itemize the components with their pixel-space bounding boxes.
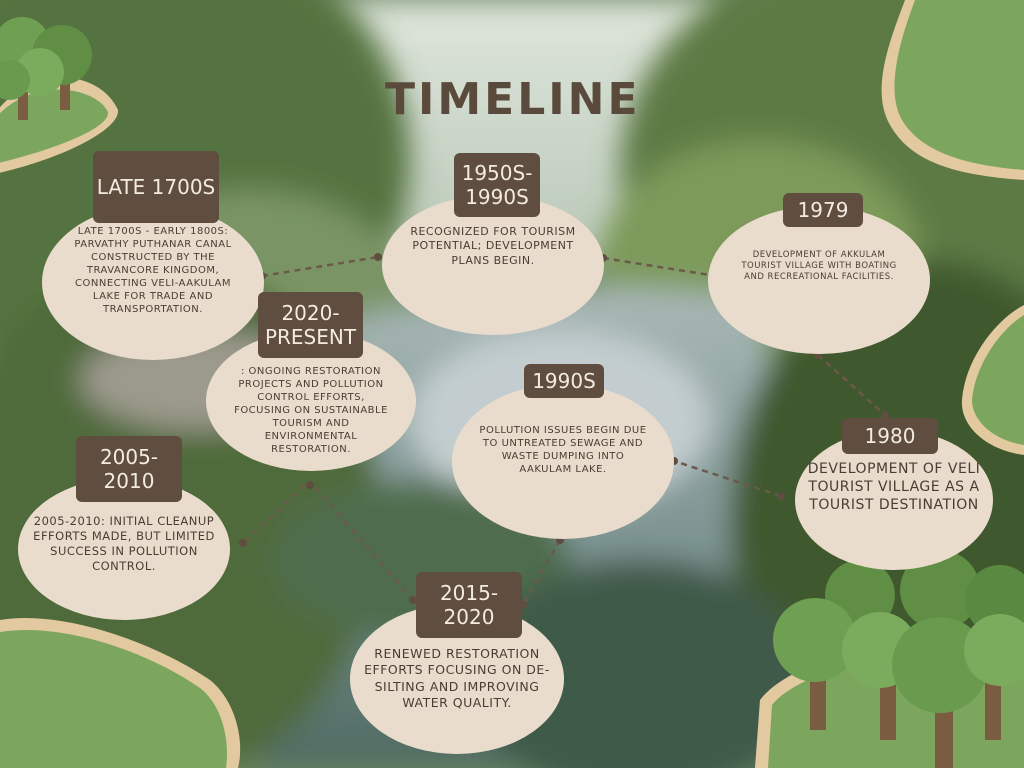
timeline-node-late-1700s: LATE 1700S - EARLY 1800S: PARVATHY PUTHA… [42, 205, 264, 360]
connector-2015-2020present [312, 484, 414, 601]
page-title: TIMELINE [385, 74, 641, 125]
event-description: DEVELOPMENT OF VELI TOURIST VILLAGE AS A… [807, 461, 981, 514]
event-label: 1979 [783, 193, 863, 227]
connector-dot [374, 253, 382, 261]
event-label: 1980 [842, 418, 938, 454]
edge-bush-right [961, 305, 1024, 455]
connector-dot [881, 411, 889, 419]
event-description: : ONGOING RESTORATION PROJECTS AND POLLU… [234, 366, 388, 455]
connector-dot [306, 481, 314, 489]
connector-1980-1990s [673, 459, 782, 498]
connector-dot [777, 492, 785, 500]
timeline-node-1950s-1990s: RECOGNIZED FOR TOURISM POTENTIAL; DEVELO… [382, 195, 604, 335]
event-label: 2020-PRESENT [258, 292, 363, 358]
event-description: 2005-2010: INITIAL CLEANUP EFFORTS MADE,… [33, 514, 215, 573]
corner-trees-bottom-right [755, 550, 1024, 768]
event-label: LATE 1700S [93, 151, 219, 223]
event-description: RENEWED RESTORATION EFFORTS FOCUSING ON … [364, 646, 550, 710]
connector-dot [239, 539, 247, 547]
timeline-node-2020-present: : ONGOING RESTORATION PROJECTS AND POLLU… [206, 331, 416, 471]
corner-trees-top-left [0, 17, 119, 173]
event-label: 1990S [524, 364, 604, 398]
timeline-node-2005-2010: 2005-2010: INITIAL CLEANUP EFFORTS MADE,… [18, 478, 230, 620]
connector-1990s-2015 [521, 539, 562, 606]
event-description: POLLUTION ISSUES BEGIN DUE TO UNTREATED … [479, 425, 647, 475]
event-description: DEVELOPMENT OF AKKULAM TOURIST VILLAGE W… [741, 250, 897, 283]
timeline-node-1990s: POLLUTION ISSUES BEGIN DUE TO UNTREATED … [452, 384, 674, 539]
connector-2020present-2005 [242, 484, 306, 544]
event-label: 2005-2010 [76, 436, 182, 502]
event-label: 1950S-1990S [454, 153, 540, 217]
corner-bush-top-right [881, 0, 1024, 180]
connector-dot [409, 596, 417, 604]
event-description: LATE 1700S - EARLY 1800S: PARVATHY PUTHA… [74, 226, 232, 315]
connector-1950s-1979 [602, 256, 717, 278]
corner-bush-bottom-left [0, 618, 241, 768]
connector-1979-1980 [817, 354, 886, 416]
event-label: 2015-2020 [416, 572, 522, 638]
connector-1700s-1950s [261, 255, 379, 278]
event-description: RECOGNIZED FOR TOURISM POTENTIAL; DEVELO… [410, 225, 576, 267]
timeline-node-1979: DEVELOPMENT OF AKKULAM TOURIST VILLAGE W… [708, 206, 930, 354]
